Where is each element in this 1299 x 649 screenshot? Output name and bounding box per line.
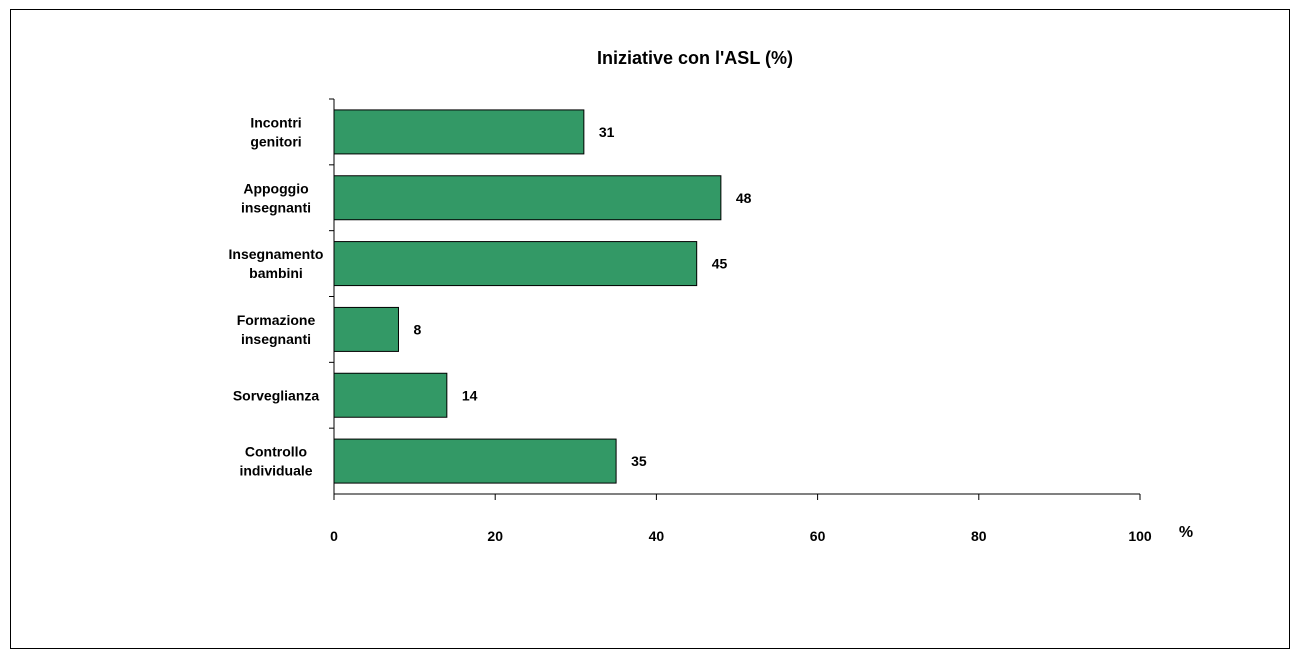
- category-label: Controllo: [245, 444, 307, 460]
- bar-value-label: 14: [462, 387, 478, 403]
- bar-value-label: 31: [599, 124, 615, 140]
- category-label: Sorveglianza: [233, 387, 320, 403]
- bar-value-label: 8: [413, 321, 421, 337]
- category-label: Appoggio: [243, 180, 308, 196]
- bar-chart: Iniziative con l'ASL (%) 31 48 45 8 14 35 Inc…: [229, 48, 1194, 544]
- bar: [333, 306, 399, 352]
- bar-value-label: 45: [712, 256, 728, 272]
- bar-value-label: 35: [631, 453, 647, 469]
- x-tick-label: 0: [330, 528, 338, 544]
- category-label: genitori: [250, 133, 301, 149]
- bars-group: 31 48 45 8 14 35: [333, 109, 752, 484]
- x-tick-label: 60: [810, 528, 826, 544]
- bar: [333, 372, 448, 418]
- x-tick-label: 100: [1128, 528, 1152, 544]
- chart-title: Iniziative con l'ASL (%): [597, 48, 793, 68]
- bar: [333, 175, 722, 221]
- category-label: Insegnamento: [229, 246, 324, 262]
- bar: [333, 438, 617, 484]
- category-label: insegnanti: [241, 199, 311, 215]
- category-label: Formazione: [237, 312, 316, 328]
- x-tick-label: 40: [649, 528, 665, 544]
- category-label: bambini: [249, 265, 303, 281]
- bar-value-label: 48: [736, 190, 752, 206]
- category-label: individuale: [239, 463, 312, 479]
- category-label: Incontri: [250, 114, 301, 130]
- x-tick-label: 20: [487, 528, 503, 544]
- x-axis: 0 20 40 60 80 100: [329, 98, 1152, 544]
- category-labels-group: Incontri genitori Appoggio insegnanti Insegn…: [229, 114, 324, 478]
- x-axis-unit-label: %: [1179, 524, 1193, 541]
- x-tick-label: 80: [971, 528, 987, 544]
- category-label: insegnanti: [241, 331, 311, 347]
- bar: [333, 109, 585, 155]
- bar: [333, 241, 698, 287]
